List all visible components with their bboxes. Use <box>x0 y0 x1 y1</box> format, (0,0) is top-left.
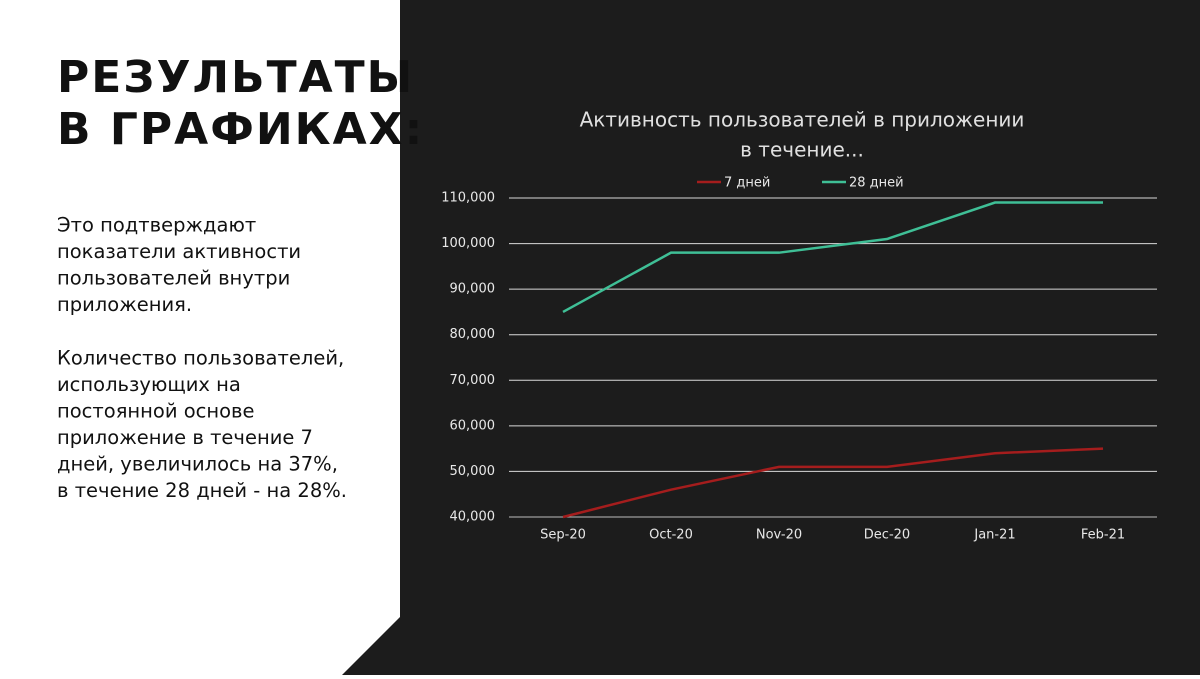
y-tick-label: 70,000 <box>450 373 496 388</box>
paragraph-line: Это подтверждают <box>57 214 256 237</box>
series-line <box>562 447 1104 519</box>
heading: РЕЗУЛЬТАТЫ <box>57 52 414 103</box>
y-tick-label: 40,000 <box>450 510 496 525</box>
x-tick-label: Sep-20 <box>540 528 586 543</box>
legend-label: 28 дней <box>849 176 904 191</box>
y-tick-label: 100,000 <box>441 236 495 251</box>
paragraph-line: приложение в течение 7 <box>57 426 313 449</box>
y-tick-label: 60,000 <box>450 418 496 433</box>
paragraph-line: в течение 28 дней - на 28%. <box>57 479 347 502</box>
dark-panel <box>342 0 1200 675</box>
paragraph-line: использующих на <box>57 373 241 396</box>
series-line <box>562 201 1103 314</box>
chart-title: Активность пользователей в приложении <box>580 108 1025 132</box>
paragraph-line: показатели активности <box>57 240 301 263</box>
x-tick-label: Jan-21 <box>973 528 1015 543</box>
y-tick-label: 50,000 <box>450 464 496 479</box>
legend-label: 7 дней <box>724 176 770 191</box>
x-tick-label: Nov-20 <box>756 528 802 543</box>
paragraph-line: Количество пользователей, <box>57 347 344 370</box>
y-tick-label: 90,000 <box>450 282 496 297</box>
paragraph-line: дней, увеличилось на 37%, <box>57 453 338 476</box>
chart-title: в течение... <box>740 138 864 162</box>
y-tick-label: 80,000 <box>450 327 496 342</box>
x-tick-label: Dec-20 <box>864 528 910 543</box>
paragraph-line: пользователей внутри <box>57 267 290 290</box>
heading: В ГРАФИКАХ: <box>57 104 424 155</box>
x-tick-label: Oct-20 <box>649 528 693 543</box>
paragraph-line: постоянной основе <box>57 400 255 423</box>
paragraph-line: приложения. <box>57 293 192 316</box>
y-tick-label: 110,000 <box>441 191 495 206</box>
x-tick-label: Feb-21 <box>1081 528 1125 543</box>
